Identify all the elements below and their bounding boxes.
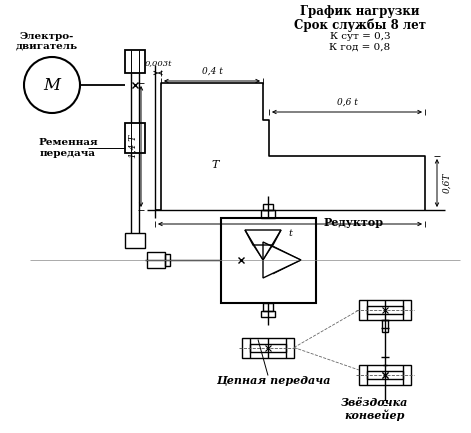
Bar — [359, 365, 367, 385]
Bar — [382, 320, 388, 332]
Bar — [165, 254, 170, 266]
Text: К сут = 0,3: К сут = 0,3 — [330, 32, 390, 41]
Bar — [125, 123, 145, 153]
Text: T: T — [211, 160, 219, 170]
Text: 0,4 t: 0,4 t — [202, 67, 222, 76]
Bar — [367, 371, 403, 379]
Bar — [367, 306, 403, 314]
Bar — [403, 300, 411, 320]
Text: Срок службы 8 лет: Срок службы 8 лет — [294, 18, 426, 32]
Text: М: М — [43, 77, 60, 94]
Bar — [261, 210, 275, 217]
Bar — [263, 303, 273, 310]
Bar — [147, 252, 165, 268]
Bar — [261, 310, 275, 317]
Text: К год = 0,8: К год = 0,8 — [329, 43, 390, 52]
Bar — [250, 343, 286, 352]
Text: t: t — [288, 229, 292, 238]
Circle shape — [24, 57, 80, 113]
Bar — [125, 50, 145, 73]
Bar — [359, 300, 367, 320]
Text: Электро-
двигатель: Электро- двигатель — [16, 32, 78, 51]
Bar — [242, 337, 250, 358]
Bar — [125, 233, 145, 248]
Text: 0,6 t: 0,6 t — [337, 98, 357, 107]
Text: 0,003t: 0,003t — [144, 60, 172, 68]
Text: Цепная передача: Цепная передача — [216, 375, 330, 387]
Bar — [220, 217, 316, 303]
Text: Ременная
передача: Ременная передача — [38, 138, 98, 158]
Text: Звёздочка
конвейер: Звёздочка конвейер — [341, 397, 409, 421]
Text: 1,4 T: 1,4 T — [129, 135, 138, 158]
Text: 0,6T: 0,6T — [442, 173, 452, 193]
Bar — [403, 365, 411, 385]
Text: Редуктор: Редуктор — [324, 217, 383, 228]
Bar — [263, 204, 273, 210]
Text: График нагрузки: График нагрузки — [300, 5, 420, 18]
Bar — [286, 337, 294, 358]
